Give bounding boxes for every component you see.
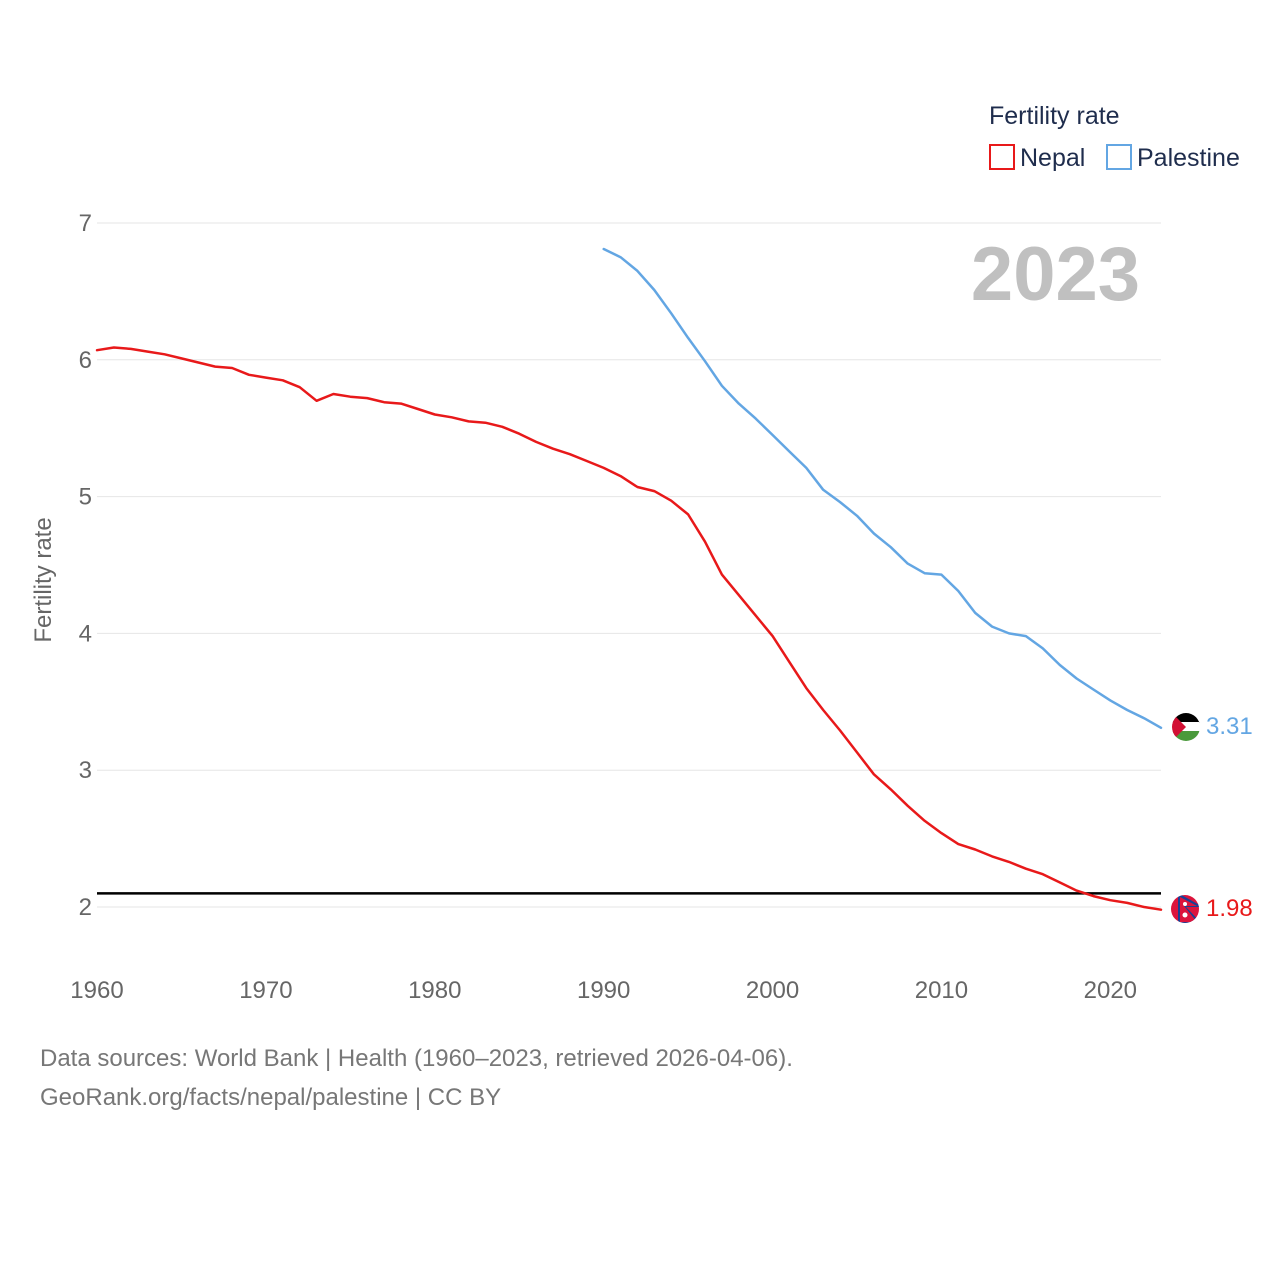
series-lines — [95, 247, 1163, 911]
palestine-end-value: 3.31 — [1206, 713, 1253, 740]
y-tick-label-4: 4 — [79, 620, 92, 647]
current-year-label: 2023 — [971, 232, 1140, 317]
x-tick-label-2020: 2020 — [1084, 977, 1137, 1004]
palestine-flag-icon — [1172, 713, 1200, 741]
legend-swatch-palestine[interactable] — [1106, 144, 1132, 170]
legend-label-nepal[interactable]: Nepal — [1020, 144, 1085, 172]
x-tick-label-2010: 2010 — [915, 977, 968, 1004]
legend-label-palestine[interactable]: Palestine — [1137, 144, 1240, 172]
x-tick-label-1980: 1980 — [408, 977, 461, 1004]
legend-title: Fertility rate — [989, 102, 1120, 130]
y-tick-label-5: 5 — [79, 484, 92, 511]
x-tick-label-2000: 2000 — [746, 977, 799, 1004]
x-tick-label-1960: 1960 — [70, 977, 123, 1004]
legend-swatch-nepal[interactable] — [989, 144, 1015, 170]
nepal-flag-icon — [1171, 895, 1199, 923]
y-axis-title: Fertility rate — [30, 517, 57, 642]
y-tick-label-7: 7 — [79, 210, 92, 237]
series-line-palestine — [602, 247, 1163, 730]
nepal-end-value: 1.98 — [1206, 895, 1253, 922]
legend: Fertility rate Nepal Palestine — [989, 102, 1240, 172]
x-axis-ticks: 1960 1970 1980 1990 2000 2010 2020 — [70, 977, 1137, 1004]
source-line-1: Data sources: World Bank | Health (1960–… — [40, 1045, 793, 1072]
y-axis-ticks: 2 3 4 5 6 7 — [79, 210, 92, 921]
y-tick-label-2: 2 — [79, 894, 92, 921]
y-tick-label-6: 6 — [79, 347, 92, 374]
series-line-nepal — [95, 346, 1163, 911]
y-tick-label-3: 3 — [79, 757, 92, 784]
source-line-2[interactable]: GeoRank.org/facts/nepal/palestine | CC B… — [40, 1084, 502, 1111]
x-tick-label-1970: 1970 — [239, 977, 292, 1004]
gridlines — [97, 222, 1161, 908]
x-tick-label-1990: 1990 — [577, 977, 630, 1004]
